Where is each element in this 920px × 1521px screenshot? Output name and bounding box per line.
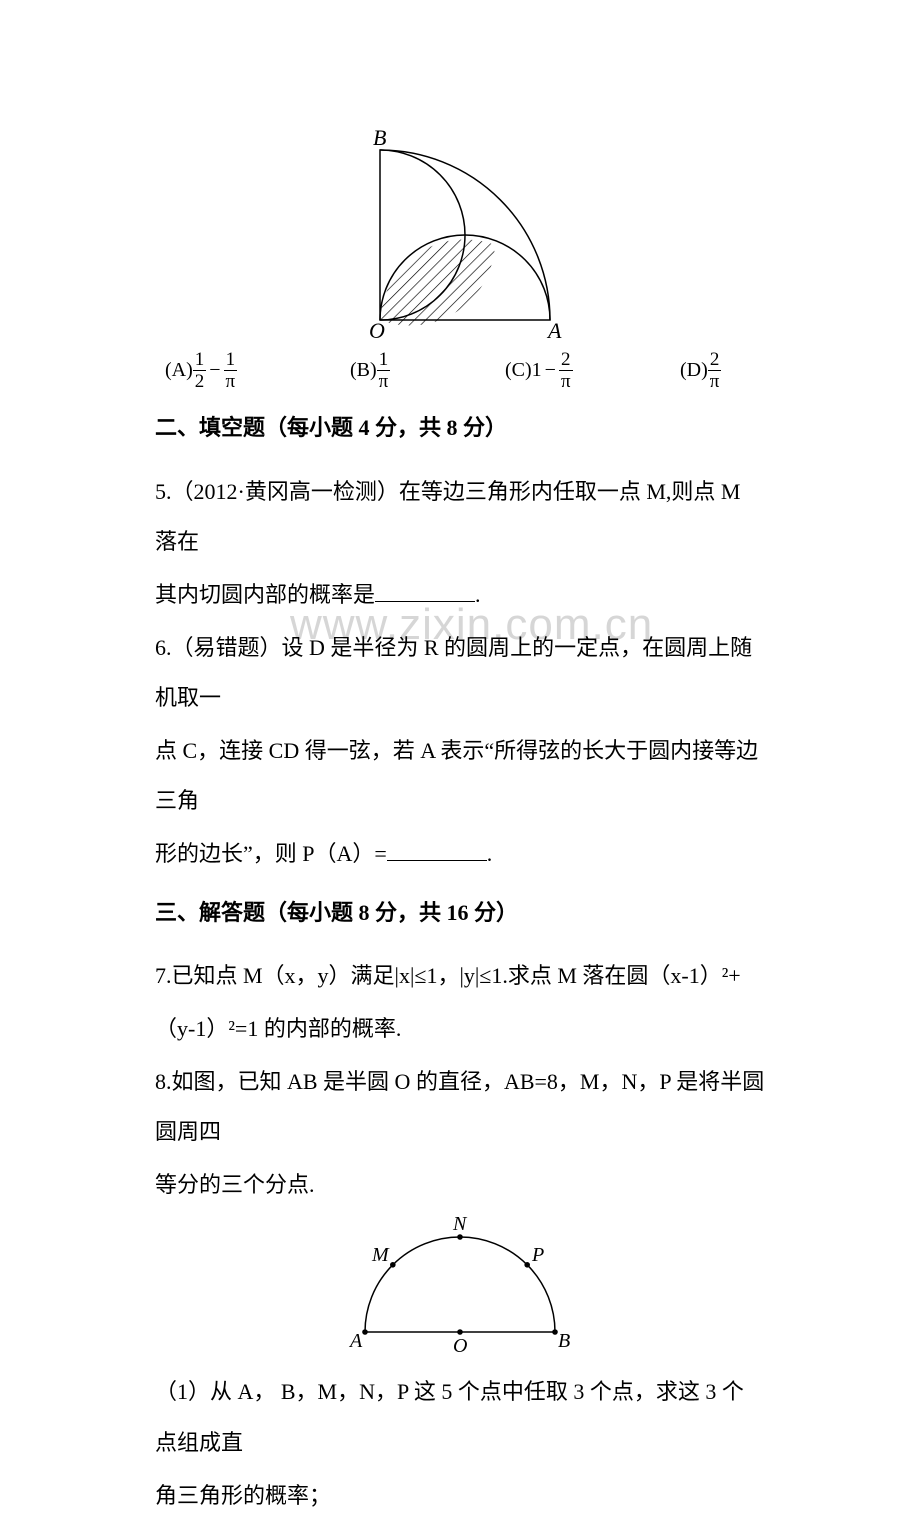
blank — [375, 596, 475, 602]
q4-option-b: (B) 1π — [350, 350, 505, 391]
q8-line-1: 8.如图，已知 AB 是半圆 O 的直径，AB=8，M，N，P 是将半圆圆周四 — [155, 1057, 765, 1158]
option-letter: (C) — [505, 359, 532, 382]
figure-q8-label-a: A — [348, 1330, 363, 1352]
figure-q4-label-o: O — [369, 318, 385, 340]
blank — [387, 855, 487, 861]
q6-line-3: 形的边长”，则 P（A）=. — [155, 829, 765, 880]
section-2-header: 二、填空题（每小题 4 分，共 8 分） — [155, 407, 765, 449]
q8-part1-line-1: （1）从 A， B，M，N，P 这 5 个点中任取 3 个点，求这 3 个点组成… — [155, 1367, 765, 1468]
figure-q4-label-a: A — [546, 318, 562, 340]
fraction: 2π — [559, 350, 573, 391]
figure-q8-svg: A O B M N P — [340, 1212, 580, 1357]
minus-sign: − — [209, 359, 220, 382]
q5-text-b: 其内切圆内部的概率是 — [155, 582, 375, 607]
q5-line-2: 其内切圆内部的概率是. — [155, 570, 765, 621]
figure-q4: B O A — [155, 130, 765, 340]
figure-q8-label-b: B — [558, 1330, 570, 1352]
q6-text-c: 形的边长”，则 P（A）= — [155, 841, 387, 866]
minus-sign: − — [545, 359, 556, 382]
q6-text-d: . — [487, 841, 493, 866]
figure-q8-label-m: M — [371, 1244, 390, 1266]
q8-part1-line-2: 角三角形的概率； — [155, 1471, 765, 1521]
figure-q8-label-n: N — [452, 1213, 468, 1235]
q6-line-2: 点 C，连接 CD 得一弦，若 A 表示“所得弦的长大于圆内接等边三角 — [155, 726, 765, 827]
q4-option-c: (C) 1 − 2π — [505, 350, 680, 391]
figure-q8: A O B M N P — [155, 1212, 765, 1357]
figure-q8-label-p: P — [531, 1244, 544, 1266]
option-letter: (A) — [165, 359, 193, 382]
fraction: 1π — [377, 350, 391, 391]
fraction: 1π — [224, 350, 238, 391]
q7-line-1: 7.已知点 M（x，y）满足|x|≤1，|y|≤1.求点 M 落在圆（x-1）²… — [155, 951, 765, 1002]
option-c-prefix: 1 — [532, 359, 542, 382]
q5-text-c: . — [475, 582, 481, 607]
fraction: 12 — [193, 350, 207, 391]
q4-option-d: (D) 2π — [680, 350, 721, 391]
option-letter: (B) — [350, 359, 377, 382]
q4-options: (A) 12 − 1π (B) 1π (C) 1 − 2π (D) 2π — [155, 350, 765, 391]
q6-line-1: 6.（易错题）设 D 是半径为 R 的圆周上的一定点，在圆周上随机取一 — [155, 623, 765, 724]
figure-q8-label-o: O — [453, 1335, 467, 1357]
option-letter: (D) — [680, 359, 708, 382]
fraction: 2π — [708, 350, 722, 391]
q4-option-a: (A) 12 − 1π — [165, 350, 350, 391]
figure-q4-svg: B O A — [355, 130, 565, 340]
q5-line-1: 5.（2012·黄冈高一检测）在等边三角形内任取一点 M,则点 M 落在 — [155, 467, 765, 568]
q7-line-2: （y-1）²=1 的内部的概率. — [155, 1004, 765, 1055]
section-3-header: 三、解答题（每小题 8 分，共 16 分） — [155, 892, 765, 934]
q8-line-2: 等分的三个分点. — [155, 1160, 765, 1211]
figure-q4-label-b: B — [373, 130, 386, 150]
